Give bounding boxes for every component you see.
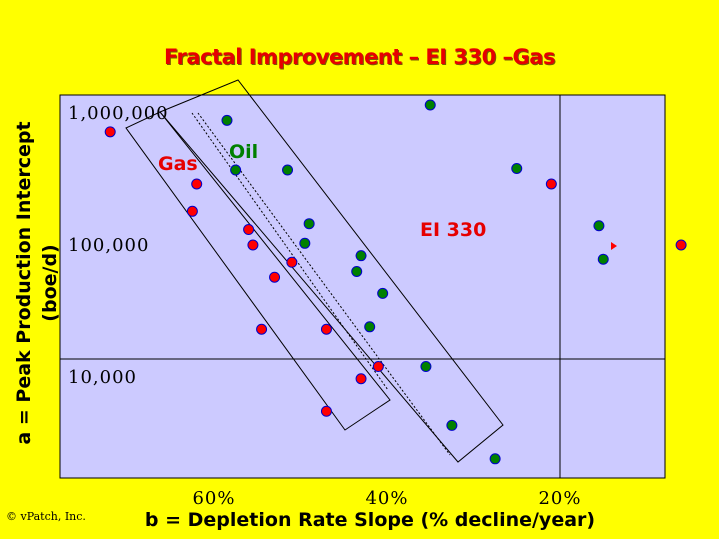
data-point — [230, 164, 242, 176]
data-point — [545, 178, 557, 190]
data-point — [446, 419, 458, 431]
data-point — [424, 99, 436, 111]
data-point — [351, 265, 363, 277]
gas-trend-band — [125, 111, 391, 431]
gas-trend-line — [191, 112, 389, 391]
data-point — [364, 321, 376, 333]
y-tick-label: 1,000,000 — [68, 103, 169, 124]
data-point — [597, 253, 609, 265]
data-point — [191, 178, 203, 190]
oil-trend-line — [197, 112, 451, 456]
data-point — [377, 287, 389, 299]
copyright-notice: © vPatch, Inc. — [6, 510, 86, 523]
x-tick-label: 60% — [192, 488, 235, 509]
plot-area — [59, 94, 666, 479]
data-point — [247, 239, 259, 251]
y-tick-label: 10,000 — [68, 367, 137, 388]
chart-title: Fractal Improvement – EI 330 –Gas — [164, 45, 555, 69]
ei330-arrow-marker — [611, 242, 617, 250]
data-point — [282, 164, 294, 176]
annotation-oil: Oil — [229, 141, 258, 163]
annotation-gas: Gas — [158, 153, 198, 175]
series-gas — [104, 126, 384, 417]
y-axis-label-line1: a = Peak Production Intercept — [13, 121, 35, 444]
data-point — [372, 361, 384, 373]
data-point — [355, 250, 367, 262]
data-point — [303, 218, 315, 230]
data-point — [104, 126, 116, 138]
x-tick-label: 40% — [365, 488, 408, 509]
y-tick-label: 100,000 — [68, 235, 149, 256]
y-axis-label: a = Peak Production Intercept (boe/d) — [13, 121, 61, 444]
annotation-ei330: EI 330 — [420, 219, 486, 241]
data-point — [186, 205, 198, 217]
x-axis-label: b = Depletion Rate Slope (% decline/year… — [144, 509, 596, 531]
oil-trend-band — [159, 79, 504, 463]
data-point — [420, 361, 432, 373]
data-point — [269, 271, 281, 283]
data-point — [221, 114, 233, 126]
data-point — [593, 220, 605, 232]
data-point — [511, 162, 523, 174]
x-tick-label: 20% — [538, 488, 581, 509]
data-point — [256, 323, 268, 335]
series-oil — [221, 99, 609, 465]
data-point — [675, 239, 687, 251]
data-point — [355, 373, 367, 385]
data-point — [320, 323, 332, 335]
data-point — [286, 256, 298, 268]
series-ei-330 — [545, 178, 687, 251]
data-point — [320, 405, 332, 417]
data-point — [299, 237, 311, 249]
y-axis-label-line2: (boe/d) — [39, 244, 61, 321]
data-point — [489, 453, 501, 465]
data-point — [243, 224, 255, 236]
